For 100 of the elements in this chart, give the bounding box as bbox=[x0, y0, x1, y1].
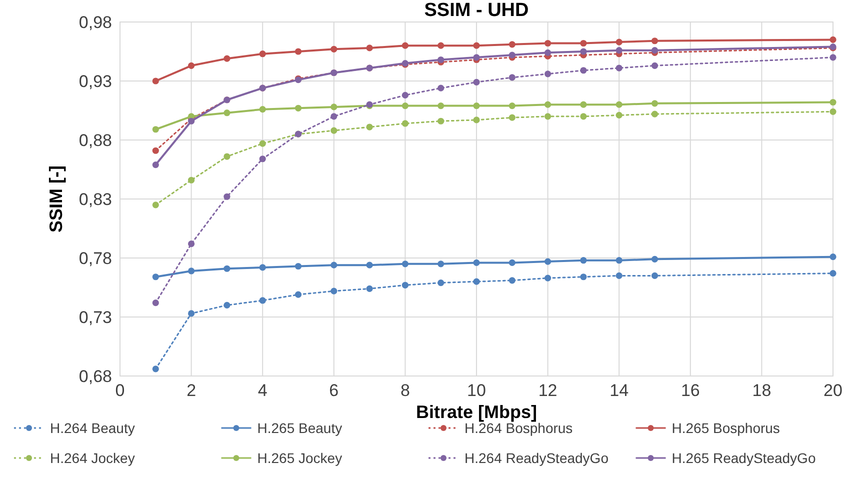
point bbox=[152, 202, 159, 208]
point bbox=[259, 264, 266, 271]
point bbox=[259, 297, 266, 304]
legend-label: H.264 Jockey bbox=[50, 450, 135, 466]
point bbox=[544, 274, 552, 282]
point bbox=[224, 302, 230, 308]
point bbox=[616, 38, 622, 46]
point bbox=[580, 48, 587, 55]
point bbox=[580, 67, 587, 74]
point bbox=[188, 62, 195, 69]
point bbox=[508, 277, 516, 284]
x-axis-title: Bitrate [Mbps] bbox=[416, 402, 537, 422]
point bbox=[294, 262, 302, 270]
legend-label: H.265 Jockey bbox=[257, 450, 342, 466]
point bbox=[508, 102, 516, 110]
point bbox=[508, 74, 516, 81]
chart-title: SSIM - UHD bbox=[424, 0, 529, 21]
point bbox=[188, 118, 195, 124]
point bbox=[438, 56, 444, 64]
point bbox=[830, 98, 836, 106]
point bbox=[616, 64, 622, 72]
legend-label: H.265 Bosphorus bbox=[672, 420, 780, 436]
point bbox=[438, 102, 444, 110]
point bbox=[580, 101, 587, 108]
point bbox=[152, 161, 159, 168]
x-tick-label: 20 bbox=[824, 381, 842, 400]
point bbox=[580, 257, 587, 264]
x-tick-label: 12 bbox=[538, 381, 558, 400]
point bbox=[224, 193, 230, 200]
point bbox=[508, 259, 516, 266]
legend-label: H.265 ReadySteadyGo bbox=[672, 450, 816, 466]
point bbox=[152, 147, 159, 154]
point bbox=[616, 257, 622, 264]
point bbox=[330, 288, 338, 294]
point bbox=[330, 127, 338, 134]
point bbox=[651, 100, 658, 107]
point bbox=[473, 259, 480, 266]
point bbox=[651, 256, 658, 262]
point bbox=[402, 92, 408, 98]
point bbox=[259, 140, 266, 147]
y-tick-label: 0,73 bbox=[78, 308, 112, 327]
point bbox=[473, 116, 480, 124]
point bbox=[508, 114, 516, 121]
y-tick-label: 0,68 bbox=[78, 366, 112, 386]
x-tick-label: 2 bbox=[186, 381, 196, 400]
point bbox=[473, 54, 480, 61]
point bbox=[152, 78, 159, 84]
point bbox=[152, 274, 159, 280]
point bbox=[580, 274, 587, 280]
y-axis-title: SSIM [-] bbox=[46, 166, 66, 232]
point bbox=[830, 54, 836, 61]
point bbox=[402, 102, 408, 110]
point bbox=[402, 260, 408, 268]
point bbox=[366, 44, 373, 52]
point bbox=[224, 265, 230, 272]
point bbox=[544, 101, 552, 108]
y-tick-label: 0,88 bbox=[78, 130, 112, 150]
legend-label: H.265 Beauty bbox=[257, 420, 342, 436]
point bbox=[473, 278, 480, 285]
point bbox=[616, 112, 622, 119]
point bbox=[188, 310, 195, 317]
point bbox=[544, 113, 552, 120]
point bbox=[651, 272, 658, 279]
point bbox=[330, 46, 338, 52]
point bbox=[330, 104, 338, 110]
point bbox=[544, 40, 552, 47]
x-tick-label: 14 bbox=[610, 381, 629, 400]
point bbox=[224, 110, 230, 116]
point bbox=[508, 52, 516, 58]
point bbox=[294, 104, 302, 112]
point bbox=[616, 47, 622, 54]
point bbox=[366, 262, 373, 268]
point bbox=[544, 70, 552, 78]
point bbox=[330, 113, 338, 120]
point bbox=[830, 36, 836, 43]
x-tick-label: 16 bbox=[680, 381, 700, 400]
point bbox=[294, 291, 302, 298]
point bbox=[651, 62, 658, 69]
legend-label: H.264 Beauty bbox=[50, 420, 135, 436]
point bbox=[366, 285, 373, 292]
point bbox=[259, 50, 266, 58]
point bbox=[259, 156, 266, 162]
x-tick-label: 6 bbox=[329, 381, 339, 400]
point bbox=[366, 124, 373, 130]
point bbox=[402, 120, 408, 127]
point bbox=[224, 153, 230, 160]
point bbox=[188, 268, 195, 274]
point bbox=[508, 41, 516, 48]
point bbox=[294, 48, 302, 55]
point bbox=[188, 240, 195, 248]
point bbox=[580, 113, 587, 120]
point bbox=[330, 262, 338, 268]
x-tick-label: 0 bbox=[115, 381, 125, 400]
point bbox=[616, 272, 622, 279]
point bbox=[473, 102, 480, 110]
y-tick-label: 0,93 bbox=[78, 72, 112, 91]
point bbox=[651, 38, 658, 44]
point bbox=[438, 260, 444, 268]
point bbox=[830, 108, 836, 115]
point bbox=[616, 101, 622, 108]
